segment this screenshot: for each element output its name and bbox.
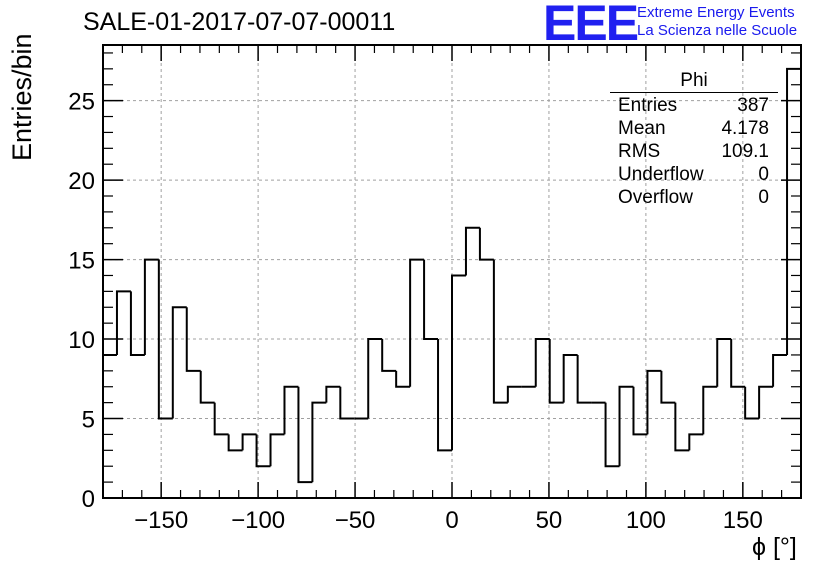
- logo-line-2: La Scienza nelle Scuole: [637, 22, 798, 39]
- stats-label: Overflow: [618, 187, 693, 208]
- histogram-bin: [409, 258, 425, 387]
- histogram-bin: [674, 402, 690, 452]
- histogram-bin: [199, 370, 215, 404]
- plot-frame: [102, 44, 802, 499]
- histogram-bin: [297, 386, 313, 484]
- histogram-series: [102, 67, 802, 498]
- histogram-bin: [171, 306, 187, 419]
- stats-value: 109.1: [721, 141, 769, 162]
- eee-logo: EEE: [543, 0, 639, 51]
- stats-value: 387: [737, 95, 769, 116]
- histogram-bin: [478, 227, 494, 261]
- histogram-bin: [395, 370, 411, 388]
- histogram-bin: [646, 369, 662, 435]
- histogram-bin: [632, 386, 648, 436]
- histogram-bin: [227, 434, 243, 452]
- histogram-bin: [269, 433, 285, 467]
- stats-row-rms: RMS 109.1: [610, 140, 778, 163]
- stats-label: Mean: [618, 118, 666, 139]
- histogram-bin: [758, 385, 774, 419]
- y-tick-label: 10: [68, 327, 95, 354]
- stats-title: Phi: [610, 70, 778, 93]
- y-tick-label: 20: [68, 168, 95, 195]
- histogram-bin: [492, 259, 508, 404]
- histogram-bin: [744, 386, 760, 420]
- histogram-bin: [115, 290, 131, 355]
- histogram-bin: [185, 307, 201, 372]
- histogram-bin: [143, 258, 159, 355]
- histogram-bin: [562, 353, 578, 403]
- stats-value: 0: [758, 164, 769, 185]
- stats-value: 4.178: [721, 118, 769, 139]
- histogram-bin: [464, 226, 480, 276]
- histogram-bin: [660, 370, 676, 404]
- logo-line-1: Extreme Energy Events: [637, 4, 795, 21]
- histogram-bin: [311, 401, 327, 483]
- histogram-bin: [786, 67, 802, 498]
- stats-value: 0: [758, 187, 769, 208]
- y-tick-label: 25: [68, 89, 95, 116]
- stats-box: Phi Entries 387 Mean 4.178 RMS 109.1 Und…: [610, 70, 778, 209]
- stats-label: Underflow: [618, 164, 704, 185]
- histogram-bin: [339, 386, 355, 420]
- histogram-bin: [381, 339, 397, 372]
- logo-caption: Extreme Energy Events La Scienza nelle S…: [637, 4, 797, 40]
- histogram-bin: [604, 402, 620, 468]
- histogram-bin: [451, 274, 466, 451]
- x-tick-label: −100: [231, 507, 285, 534]
- y-tick-label: 0: [82, 486, 95, 513]
- histogram-bin: [548, 339, 564, 404]
- histogram-bin: [102, 353, 117, 498]
- histogram-bin: [772, 353, 788, 387]
- histogram-bin: [129, 291, 145, 356]
- stats-row-overflow: Overflow 0: [610, 186, 778, 209]
- histogram-bin: [716, 338, 732, 387]
- histogram-bin: [367, 338, 383, 419]
- histogram-bin: [283, 385, 299, 435]
- tick-labels: −150 −100 −50 0 50 100 150 0 5 10 15 20 25: [68, 89, 763, 534]
- y-tick-label: 5: [82, 407, 95, 434]
- x-tick-label: −150: [134, 507, 188, 534]
- stats-label: Entries: [618, 95, 678, 116]
- x-tick-label: 100: [626, 507, 666, 534]
- stats-row-mean: Mean 4.178: [610, 117, 778, 140]
- x-tick-label: 50: [536, 507, 563, 534]
- histogram-bin: [506, 385, 522, 403]
- x-tick-label: 0: [445, 507, 458, 534]
- stats-row-entries: Entries 387: [610, 94, 778, 117]
- stats-label: RMS: [618, 141, 661, 162]
- x-tick-label: −50: [335, 507, 376, 534]
- y-tick-label: 15: [68, 248, 95, 275]
- histogram-bin: [157, 259, 173, 420]
- histogram-bin: [730, 339, 746, 388]
- histogram-bin: [534, 338, 550, 387]
- histogram-bin: [423, 259, 439, 341]
- x-tick-label: 150: [723, 507, 763, 534]
- histogram-bin: [437, 339, 452, 452]
- histogram-bin: [241, 433, 257, 451]
- histogram-bin: [255, 434, 271, 468]
- chart-title: SALE-01-2017-07-07-00011: [83, 8, 396, 36]
- x-axis-label: ϕ [°]: [752, 533, 797, 561]
- histogram-bin: [213, 402, 229, 436]
- histogram-bin: [576, 354, 592, 404]
- stats-row-underflow: Underflow 0: [610, 163, 778, 186]
- histogram-bin: [325, 385, 341, 403]
- histogram-bin: [688, 433, 704, 451]
- histogram-bin: [702, 385, 718, 435]
- histogram-bin: [618, 385, 634, 467]
